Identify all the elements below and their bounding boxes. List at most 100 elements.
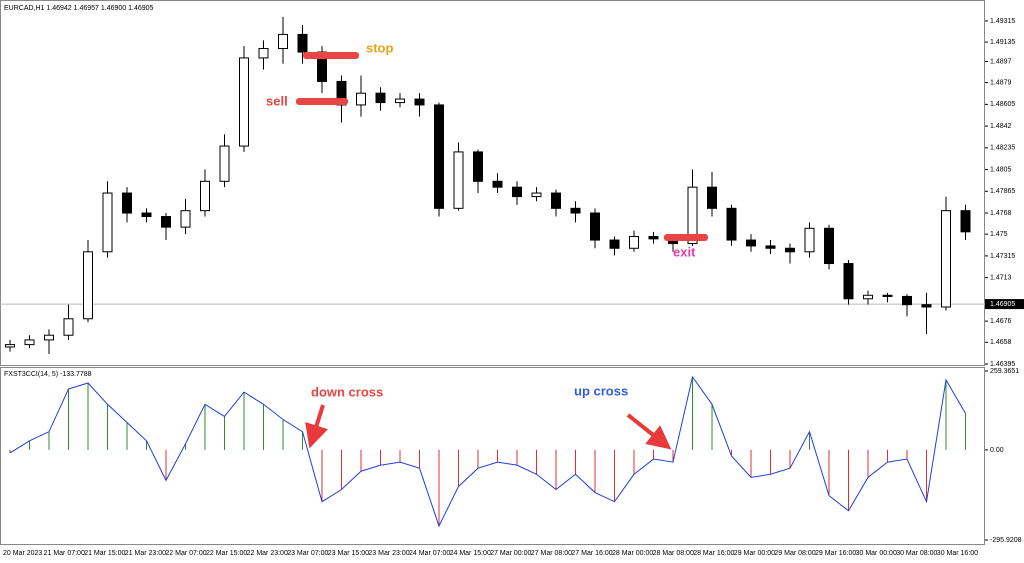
- candle-body: [180, 210, 191, 228]
- candle-body: [414, 98, 425, 106]
- x-tick-label: 21 Mar 15:00: [84, 550, 125, 557]
- candle-body: [258, 48, 269, 59]
- candle-body: [921, 304, 932, 308]
- candle-body: [278, 33, 288, 50]
- x-tick-label: 22 Mar 15:00: [206, 550, 247, 557]
- candle-body: [707, 186, 717, 209]
- candle-body: [882, 294, 893, 297]
- candle-body: [785, 247, 795, 253]
- y-tick-label: 1.46395: [990, 361, 1015, 368]
- y-tick-label: 1.49315: [990, 18, 1015, 25]
- candle-body: [356, 92, 366, 106]
- candle-body: [63, 318, 74, 336]
- exit-label: exit: [673, 244, 696, 259]
- x-tick-label: 29 Mar 08:00: [774, 550, 815, 557]
- sell-marker: [296, 98, 348, 105]
- candle-body: [5, 344, 15, 348]
- y-tick-label: 1.4713: [990, 274, 1012, 281]
- x-tick-label: 29 Mar 00:00: [734, 550, 775, 557]
- y-tick-label: 1.475: [990, 231, 1008, 238]
- candle-body: [843, 263, 854, 300]
- x-tick-label: 21 Mar 23:00: [125, 550, 166, 557]
- y-tick-label: 1.47865: [990, 188, 1015, 195]
- y-tick-label: 1.4658: [990, 339, 1012, 346]
- candle-body: [531, 192, 542, 198]
- x-tick-label: 23 Mar 07:00: [287, 550, 328, 557]
- x-tick-label: 23 Mar 23:00: [368, 550, 409, 557]
- sell-label: sell: [266, 93, 288, 108]
- candle-body: [434, 104, 444, 209]
- up-cross-label: up cross: [574, 383, 628, 398]
- down-cross-label: down cross: [311, 384, 383, 399]
- candle-body: [941, 210, 951, 308]
- y-tick-label: 1.48605: [990, 101, 1015, 108]
- candle-body: [122, 192, 132, 214]
- up-cross-arrow: [626, 413, 672, 450]
- candle-body: [609, 239, 620, 249]
- osc-panel: [0, 367, 985, 545]
- candle-body: [648, 236, 659, 240]
- candle-body: [512, 186, 522, 198]
- candle-body: [746, 239, 756, 247]
- candle-body: [24, 339, 35, 346]
- y-tick-label: 1.49135: [990, 39, 1015, 46]
- x-tick-label: 22 Mar 23:00: [247, 550, 288, 557]
- candle-body: [804, 227, 815, 253]
- candle-body: [200, 180, 210, 212]
- osc-title: FXST3CCI(14, 5) -133.7788: [4, 371, 92, 378]
- candle-body: [239, 57, 249, 147]
- candle-body: [960, 210, 971, 233]
- candle-body: [141, 212, 152, 218]
- candle-body: [219, 145, 230, 182]
- x-tick-label: 27 Mar 08:00: [531, 550, 572, 557]
- x-tick-label: 28 Mar 16:00: [693, 550, 734, 557]
- y-tick-label: 1.47315: [990, 253, 1015, 260]
- y-tick-label: 1.4768: [990, 210, 1012, 217]
- candle-body: [297, 33, 308, 53]
- y-tick-label: 1.4897: [990, 58, 1012, 65]
- y-tick-label: 1.4805: [990, 166, 1012, 173]
- candle-body: [375, 92, 386, 104]
- candle-body: [629, 236, 639, 249]
- y-tick-label: 1.4676: [990, 318, 1012, 325]
- x-tick-label: 30 Mar 00:00: [856, 550, 897, 557]
- last-price-label: 1.46905: [990, 301, 1015, 308]
- y-tick-label: 0.00: [990, 447, 1004, 454]
- candle-body: [44, 334, 54, 341]
- price-panel: [0, 0, 985, 366]
- candle-body: [863, 294, 873, 300]
- candle-body: [453, 151, 464, 209]
- candle-body: [765, 245, 776, 249]
- x-tick-label: 30 Mar 16:00: [937, 550, 978, 557]
- x-tick-label: 20 Mar 2023: [3, 550, 42, 557]
- candle-body: [551, 192, 561, 209]
- x-tick-label: 24 Mar 07:00: [409, 550, 450, 557]
- y-tick-label: 1.4842: [990, 123, 1012, 130]
- x-tick-label: 27 Mar 16:00: [571, 550, 612, 557]
- x-tick-label: 24 Mar 15:00: [450, 550, 491, 557]
- candle-body: [83, 251, 93, 320]
- y-tick-label: 1.4879: [990, 79, 1012, 86]
- x-tick-label: 22 Mar 07:00: [165, 550, 206, 557]
- x-tick-label: 27 Mar 00:00: [490, 550, 531, 557]
- x-tick-label: 23 Mar 15:00: [328, 550, 369, 557]
- x-tick-label: 29 Mar 16:00: [815, 550, 856, 557]
- candle-body: [902, 295, 912, 306]
- x-tick-label: 28 Mar 00:00: [612, 550, 653, 557]
- x-tick-label: 28 Mar 08:00: [653, 550, 694, 557]
- candle-body: [161, 216, 171, 228]
- exit-marker: [664, 234, 708, 241]
- down-cross-arrow: [305, 404, 329, 449]
- stop-marker: [303, 52, 359, 59]
- candle-body: [590, 212, 600, 241]
- osc-line: [9, 375, 966, 528]
- candle-body: [395, 98, 405, 104]
- y-tick-label: -295.9208: [990, 537, 1022, 544]
- candle-body: [726, 207, 737, 241]
- last-price-box: [985, 299, 1024, 310]
- x-tick-label: 21 Mar 07:00: [44, 550, 85, 557]
- candle-body: [824, 227, 834, 265]
- y-tick-label: 259.3651: [990, 368, 1019, 375]
- x-tick-label: 30 Mar 08:00: [896, 550, 937, 557]
